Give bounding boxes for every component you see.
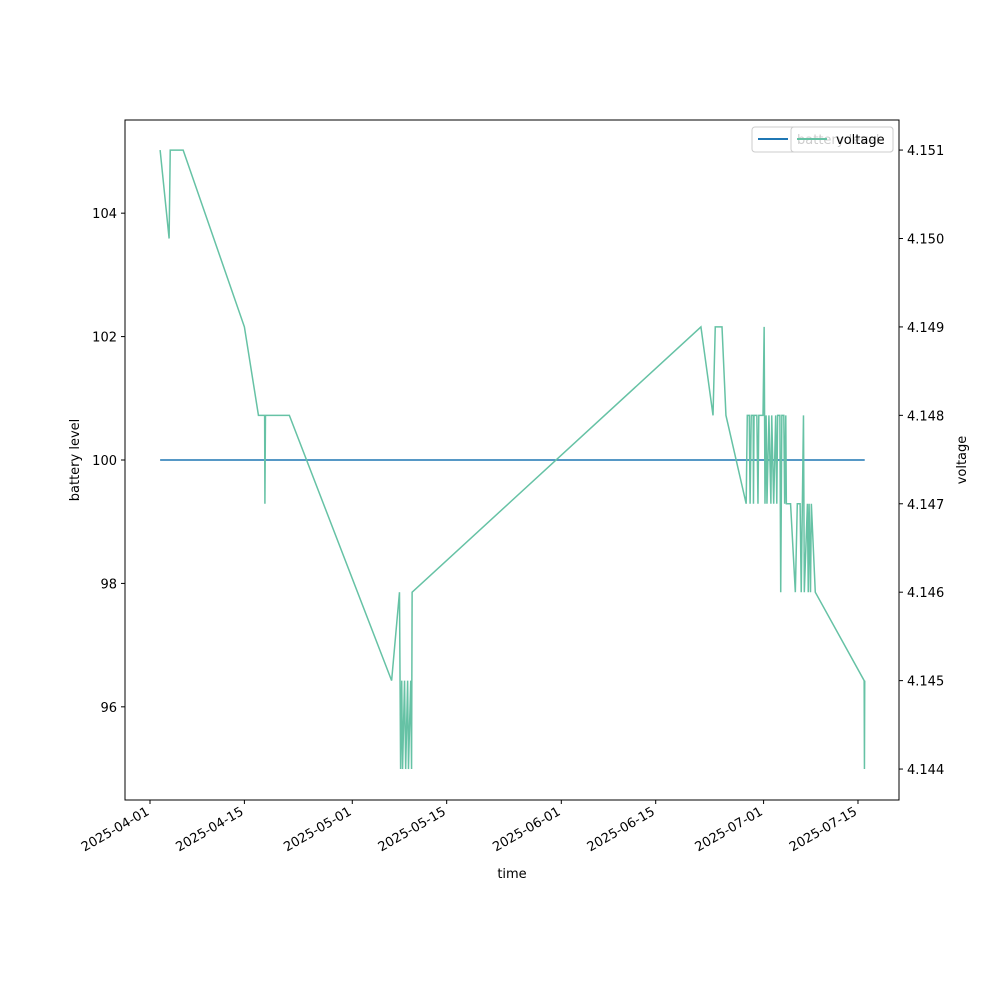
x-tick-label: 2025-06-15 bbox=[585, 804, 658, 855]
legend-box bbox=[790, 126, 894, 153]
y2-tick-label: 4.144 bbox=[907, 763, 944, 778]
x-axis-label: time bbox=[497, 867, 526, 882]
y2-tick-label: 4.150 bbox=[907, 232, 944, 247]
legend-label: voltage bbox=[836, 133, 885, 148]
data-line bbox=[159, 149, 866, 770]
x-tick-label: 2025-06-01 bbox=[490, 804, 563, 855]
y2-tick-label: 4.151 bbox=[907, 144, 944, 159]
y-axis-label: battery level bbox=[68, 419, 83, 502]
x-tick-label: 2025-04-01 bbox=[79, 804, 152, 855]
y-tick-label: 96 bbox=[100, 701, 117, 716]
x-tick-label: 2025-04-15 bbox=[173, 804, 246, 855]
x-tick-label: 2025-07-01 bbox=[693, 804, 766, 855]
y2-tick-label: 4.146 bbox=[907, 586, 944, 601]
legend: voltage bbox=[790, 126, 894, 153]
y-tick-label: 102 bbox=[92, 331, 117, 346]
y2-tick-label: 4.147 bbox=[907, 498, 944, 513]
y-tick-label: 100 bbox=[92, 454, 117, 469]
y2-tick-label: 4.145 bbox=[907, 675, 944, 690]
y-tick-label: 98 bbox=[100, 577, 117, 592]
y2-tick-label: 4.149 bbox=[907, 321, 944, 336]
x-tick-label: 2025-05-15 bbox=[376, 804, 449, 855]
y2-tick-label: 4.148 bbox=[907, 409, 944, 424]
x-tick-label: 2025-05-01 bbox=[281, 804, 354, 855]
y-tick-label: 104 bbox=[92, 207, 117, 222]
x-tick-label: 2025-07-15 bbox=[787, 804, 860, 855]
y2-axis-label: voltage bbox=[955, 436, 970, 485]
